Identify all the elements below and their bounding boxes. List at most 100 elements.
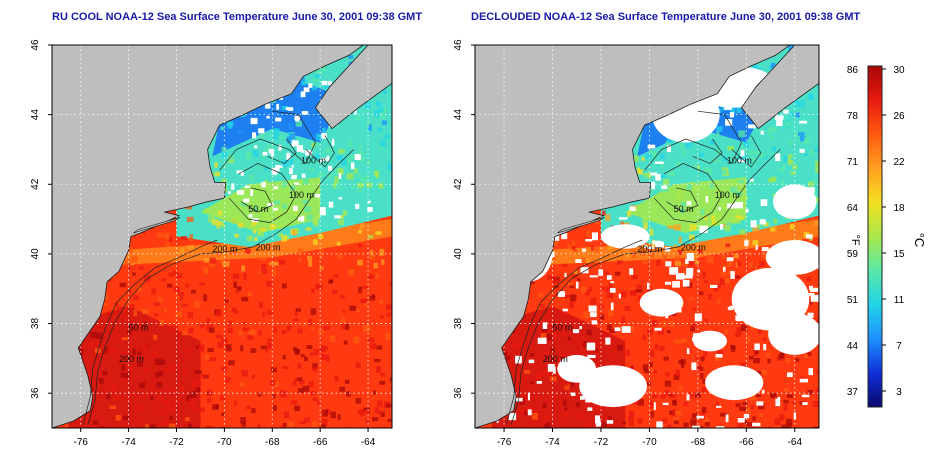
sst-pixel [280,425,285,428]
sst-pixel [220,126,225,131]
sst-pixel [305,227,312,231]
bathymetry-contour [654,163,723,223]
sst-pixel [281,235,287,242]
sst-pixel [204,355,210,360]
colorbar-gradient [867,65,883,408]
cloud-pixel [692,425,701,428]
sst-pixel [704,216,708,220]
cloud-pixel [308,83,313,88]
cloud-pixel [367,200,371,204]
sst-pixel [216,310,222,317]
sst-pixel [189,234,194,242]
sst-pixel [548,393,555,399]
sst-pixel [810,148,816,155]
sst-pixel [661,186,669,193]
sst-pixel [530,381,535,385]
sst-pixel [257,424,261,428]
cloud-pixel [557,291,565,297]
sst-pixel [358,144,363,150]
sst-pixel [357,182,364,188]
cloud-pixel [595,415,600,424]
sst-pixel [579,413,585,419]
sst-pixel [369,250,374,257]
sst-pixel [704,318,709,322]
sst-pixel [542,329,547,336]
fahrenheit-tick-label: 59 [847,249,859,260]
cloud-pixel [301,215,305,222]
sst-pixel [312,363,318,369]
sst-pixel [814,147,818,152]
sst-pixel [556,279,560,285]
cloud-pixel [536,381,542,384]
sst-pixel [532,413,538,420]
sst-pixel [731,348,736,352]
sst-pixel [109,405,117,409]
sst-pixel [772,225,777,232]
sst-pixel [263,166,268,171]
cloud-pixel [783,109,789,114]
cloud-pixel [798,241,803,244]
sst-pixel [656,259,661,266]
sst-pixel [358,229,362,234]
sst-pixel [281,181,288,188]
lon-tick-label: -70 [217,437,232,448]
sst-pixel [351,185,355,189]
sst-pixel [750,63,758,71]
sst-pixel [753,247,757,252]
sst-pixel [680,338,687,343]
cloud-pixel [338,197,343,200]
sst-pixel [292,211,298,216]
sst-pixel [106,394,111,400]
sst-pixel [786,394,793,398]
sst-pixel [573,248,578,253]
sst-pixel [115,414,121,421]
cloud-pixel [616,232,623,238]
sst-pixel [228,360,235,366]
sst-pixel [234,310,239,315]
sst-pixel [168,272,175,277]
sst-pixel [569,284,575,288]
sst-pixel [544,414,549,420]
sst-pixel [358,156,365,163]
sst-pixel [137,361,143,367]
sst-pixel [542,408,546,412]
cloud-pixel [745,208,749,213]
sst-pixel [239,382,245,387]
sst-pixel [606,293,614,299]
sst-pixel [221,366,228,371]
sst-pixel [320,354,328,360]
sst-pixel [208,261,216,268]
cloud-pixel [291,164,294,168]
sst-pixel [605,286,613,293]
sst-pixel [128,265,135,270]
sst-pixel [302,199,309,205]
sst-pixel [649,400,654,408]
sst-pixel [313,239,318,245]
sst-pixel [320,253,324,260]
sst-pixel [111,385,118,392]
sst-pixel [682,149,686,155]
cloud-pixel [575,259,582,263]
sst-pixel [216,223,220,229]
sst-pixel [379,113,386,119]
sst-pixel [232,273,240,280]
cloud-pixel [496,419,499,423]
cloud-pixel [528,359,535,364]
celsius-unit-label: °C [912,233,927,248]
sst-pixel [246,405,251,410]
sst-pixel [795,358,800,362]
sst-pixel [153,313,159,317]
sst-pixel [718,212,724,217]
sst-pixel [306,345,313,349]
contour-label: 50 m [129,323,149,333]
sst-pixel [374,170,379,176]
sst-pixel [143,347,148,354]
cloud-pixel [254,145,258,149]
bathymetry-contour [82,239,218,425]
sst-pixel [342,309,346,313]
bathymetry-contour [644,110,742,171]
sst-pixel [704,421,710,427]
cloud-pixel [772,336,776,343]
sst-pixel [697,249,703,254]
sst-pixel [530,383,534,390]
